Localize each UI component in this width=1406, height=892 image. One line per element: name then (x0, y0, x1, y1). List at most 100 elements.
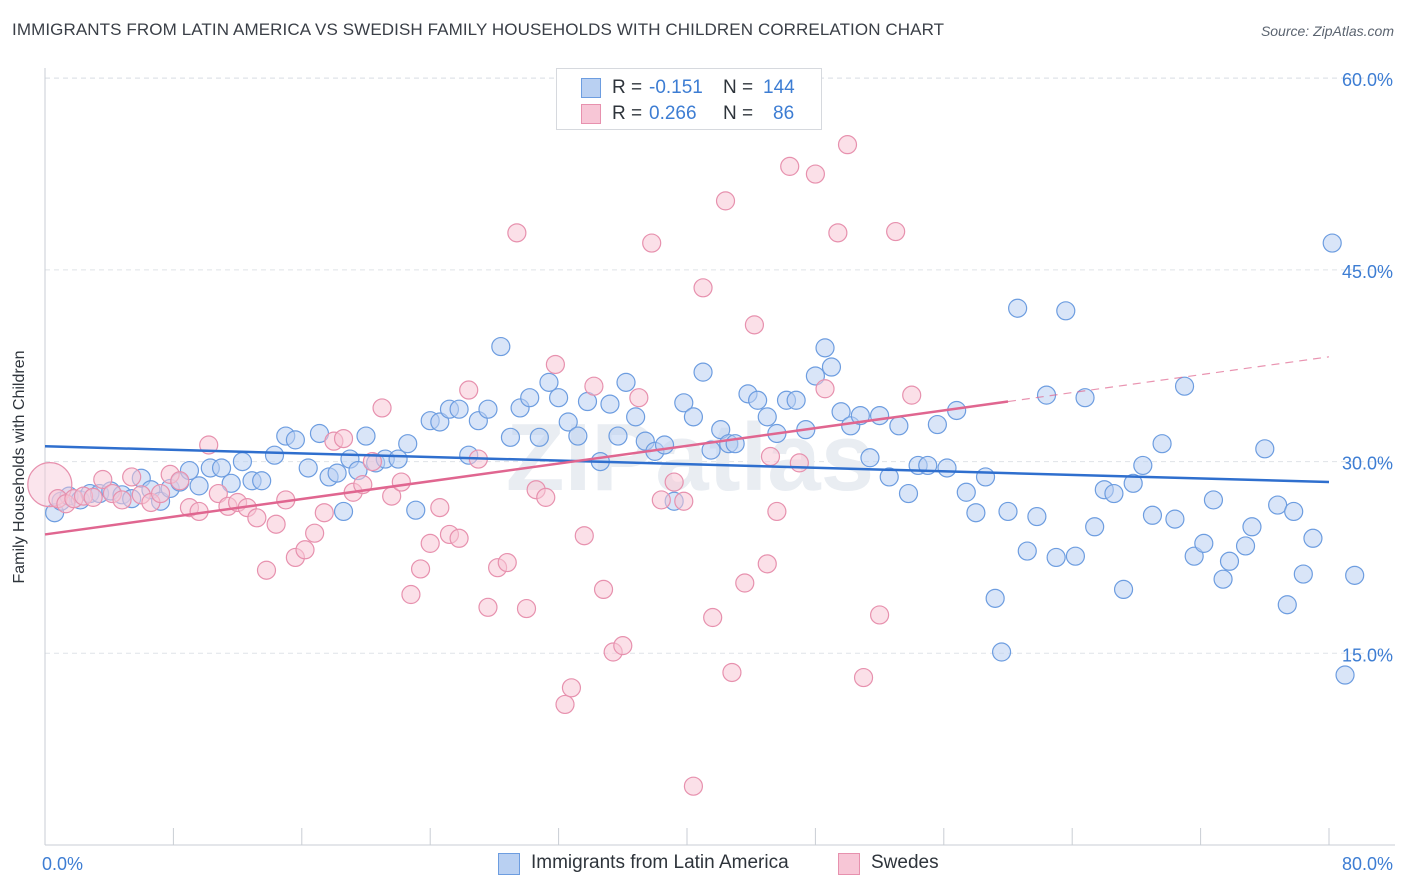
data-point (1293, 564, 1313, 584)
data-point (991, 642, 1012, 662)
y-tick-label: 30.0% (1342, 454, 1393, 474)
data-point (112, 490, 132, 510)
data-point (529, 427, 549, 447)
data-point (1277, 595, 1297, 615)
data-point (1104, 483, 1124, 504)
data-point (298, 458, 318, 478)
data-point (520, 388, 540, 408)
data-point (1075, 388, 1095, 408)
x-tick-label: 80.0% (1342, 854, 1393, 874)
data-point (314, 503, 334, 523)
data-point (1219, 551, 1240, 571)
y-axis-label-wrap: Family Households with Children (8, 351, 32, 584)
data-point (1335, 665, 1355, 685)
data-point (449, 528, 469, 548)
legend-n-value: 144 (763, 77, 795, 98)
data-point (869, 405, 890, 426)
y-axis-label: Family Households with Children (11, 350, 28, 584)
data-point (372, 398, 392, 418)
trend-line-immigrants (44, 445, 1330, 484)
data-point (189, 476, 209, 496)
data-point (1046, 547, 1066, 568)
data-point (1194, 533, 1214, 553)
data-point (1242, 517, 1262, 537)
data-point (786, 390, 806, 410)
data-point (561, 678, 582, 698)
data-point (478, 399, 498, 419)
data-point (150, 483, 171, 504)
source-credit: Source: ZipAtlas.com (1260, 23, 1394, 39)
data-point (985, 588, 1005, 608)
data-point (1268, 495, 1288, 515)
data-point (122, 467, 142, 487)
data-point (333, 428, 354, 449)
data-point (574, 526, 594, 546)
data-point (651, 490, 671, 510)
data-point (593, 579, 614, 600)
data-point (642, 233, 662, 253)
series-swedes-points (27, 135, 922, 796)
data-point (356, 426, 376, 446)
legend-n-label: N = (723, 77, 754, 98)
legend-r-value: 0.266 (649, 103, 697, 124)
legend-n-value: 86 (773, 103, 795, 124)
data-point (478, 597, 498, 617)
data-point (703, 607, 723, 628)
data-point (683, 776, 704, 796)
data-point (815, 379, 835, 399)
data-point (879, 467, 899, 487)
data-point (1065, 546, 1086, 566)
data-point (1152, 434, 1172, 454)
data-point (548, 388, 569, 408)
data-point (1113, 579, 1134, 600)
data-point (252, 471, 272, 491)
data-point (664, 472, 684, 492)
data-point (693, 278, 713, 298)
data-point (1142, 505, 1163, 525)
legend-r-value: -0.151 (649, 77, 703, 98)
data-point (430, 498, 450, 518)
data-point (459, 380, 479, 400)
data-point (853, 667, 874, 688)
data-point (693, 362, 713, 382)
data-point (767, 501, 787, 522)
bottom-legend-swatch-pink (838, 853, 860, 875)
data-point (722, 662, 742, 683)
data-point (600, 394, 620, 414)
trend-lines (44, 356, 1330, 536)
data-point (1213, 569, 1233, 589)
data-point (789, 453, 809, 473)
y-tick-label: 45.0% (1342, 262, 1393, 282)
legend-n-label: N = (723, 103, 754, 124)
data-point (568, 426, 588, 446)
data-point (869, 605, 890, 625)
data-point (1027, 506, 1047, 527)
data-point (497, 552, 517, 573)
data-point (831, 402, 851, 422)
data-point (406, 500, 426, 520)
grid-lines (45, 77, 1395, 654)
data-point (401, 584, 421, 605)
bottom-legend-swatch-blue (498, 853, 520, 875)
data-point (264, 445, 285, 465)
data-point (805, 164, 826, 184)
data-point (83, 487, 103, 507)
legend-r-label: R = (612, 77, 643, 98)
bottom-legend-label: Immigrants from Latin America (531, 852, 789, 873)
data-point (760, 446, 781, 467)
data-point (391, 472, 411, 492)
y-tick-label: 60.0% (1342, 70, 1393, 90)
data-point (683, 407, 704, 427)
data-point (430, 412, 450, 432)
data-point (674, 491, 694, 511)
data-point (828, 223, 848, 243)
data-point (211, 458, 232, 478)
bottom-legend-label: Swedes (871, 852, 939, 873)
data-point (975, 467, 996, 487)
data-point (821, 357, 842, 377)
data-point (420, 533, 440, 553)
data-point (1303, 528, 1323, 548)
data-point (256, 560, 277, 580)
data-point (701, 440, 721, 460)
